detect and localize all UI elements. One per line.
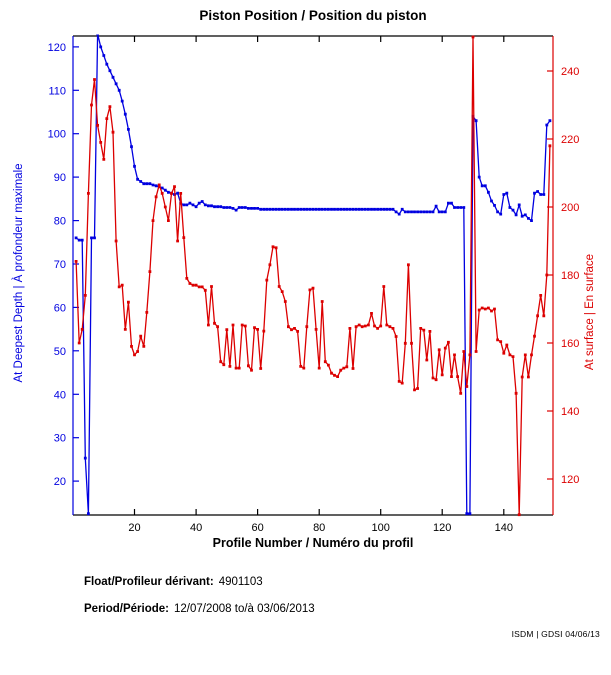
x-axis-label: Profile Number / Numéro du profil [212,536,414,550]
period-value: 12/07/2008 to/à 03/06/2013 [174,603,315,615]
x-axis-ticks: 20 40 60 80 100 120 140 [128,36,513,534]
y-axis-ticks-left: 20 30 40 50 60 70 80 90 100 110 120 [48,42,79,488]
chart-title: Piston Position / Position du piston [199,8,427,23]
period-line: Period/Période: 12/07/2008 to/à 03/06/201… [84,603,315,615]
svg-text:20: 20 [54,476,66,488]
svg-text:90: 90 [54,172,66,184]
svg-text:40: 40 [190,522,202,534]
svg-text:160: 160 [561,338,579,350]
series-right [74,35,552,517]
svg-text:40: 40 [54,389,66,401]
y-axis-label-right: At surface | En surface [584,253,596,371]
svg-text:20: 20 [128,522,140,534]
svg-text:120: 120 [48,42,66,54]
svg-text:80: 80 [313,522,325,534]
svg-text:30: 30 [54,433,66,445]
svg-text:60: 60 [251,522,263,534]
svg-text:100: 100 [48,129,66,141]
period-label: Period/Période: [84,603,169,615]
svg-text:100: 100 [372,522,390,534]
y-axis-ticks-right: 120 140 160 180 200 220 240 [547,66,579,486]
series-left-markers [74,34,552,516]
svg-text:50: 50 [54,346,66,358]
svg-text:120: 120 [561,474,579,486]
svg-text:70: 70 [54,259,66,271]
svg-text:140: 140 [495,522,513,534]
svg-text:220: 220 [561,134,579,146]
float-id-line: Float/Profileur dérivant: 4901103 [84,576,263,588]
series-left [74,34,552,516]
series-right-line [75,36,551,516]
source-credit: ISDM | GDSI 04/06/13 [511,629,600,639]
series-right-markers [74,35,552,517]
svg-text:240: 240 [561,66,579,78]
svg-text:180: 180 [561,270,579,282]
svg-text:120: 120 [433,522,451,534]
svg-text:60: 60 [54,302,66,314]
svg-text:140: 140 [561,406,579,418]
svg-text:110: 110 [48,85,66,97]
series-left-line [75,34,551,515]
float-id-label: Float/Profileur dérivant: [84,576,214,588]
plot-box [72,35,554,516]
svg-text:200: 200 [561,202,579,214]
svg-text:80: 80 [54,216,66,228]
y-axis-label-left: At Deepest Depth | À profondeur maximale [13,163,25,383]
float-id-value: 4901103 [218,576,263,588]
